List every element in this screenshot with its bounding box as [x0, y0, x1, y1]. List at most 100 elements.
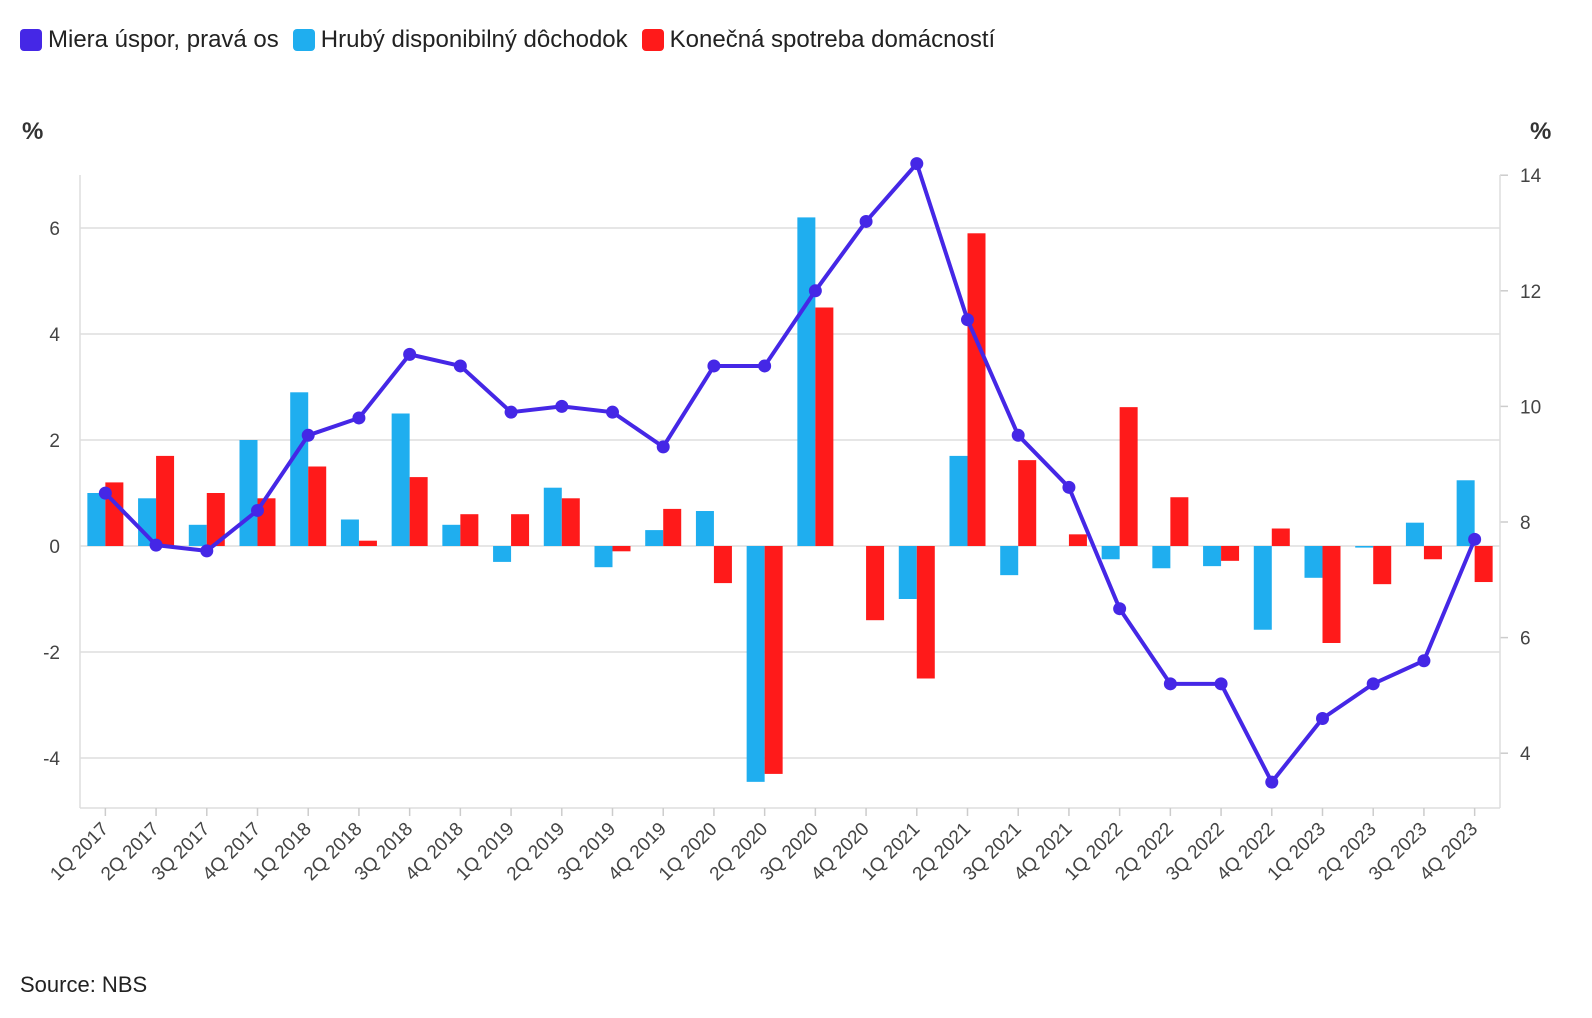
bar-disposable-income	[1253, 546, 1272, 630]
point-savings-rate	[1214, 677, 1228, 691]
bar-consumption	[206, 493, 225, 546]
legend-label-consumption: Konečná spotreba domácností	[669, 26, 996, 53]
bar-consumption	[1068, 534, 1087, 546]
point-savings-rate	[859, 214, 873, 228]
point-savings-rate	[1011, 428, 1025, 442]
bar-consumption	[815, 307, 834, 546]
bar-disposable-income	[1101, 546, 1120, 560]
bar-disposable-income	[1405, 522, 1424, 546]
bar-consumption	[713, 546, 732, 584]
bar-consumption	[1119, 407, 1138, 546]
point-savings-rate	[555, 399, 569, 413]
point-savings-rate	[1163, 677, 1177, 691]
point-savings-rate	[1265, 775, 1279, 789]
point-savings-rate	[149, 538, 163, 552]
bar-disposable-income	[340, 519, 359, 546]
bar-consumption	[1170, 497, 1189, 546]
bar-disposable-income	[493, 546, 512, 562]
point-savings-rate	[656, 440, 670, 454]
bar-disposable-income	[1152, 546, 1171, 569]
left-tick-label: 0	[49, 537, 60, 558]
bar-disposable-income	[1456, 480, 1475, 546]
bar-disposable-income	[1000, 546, 1019, 576]
bar-consumption	[967, 233, 986, 547]
right-tick-label: 8	[1520, 513, 1531, 534]
left-tick-label: 2	[49, 431, 60, 452]
bar-consumption	[916, 546, 935, 679]
bar-disposable-income	[797, 217, 816, 546]
right-tick-label: 12	[1520, 282, 1541, 303]
right-tick-label: 4	[1520, 744, 1531, 765]
point-savings-rate	[1316, 712, 1329, 726]
left-axis-unit: %	[22, 118, 44, 145]
point-savings-rate	[1113, 602, 1127, 616]
bar-consumption	[1423, 546, 1442, 560]
bar-disposable-income	[391, 413, 410, 546]
legend-swatch-consumption	[641, 29, 664, 51]
point-savings-rate	[707, 359, 721, 373]
legend-item-savings-rate[interactable]: Miera úspor, pravá os	[20, 26, 279, 54]
right-tick-label: 14	[1520, 166, 1542, 187]
bar-consumption	[1271, 528, 1290, 546]
bar-disposable-income	[239, 440, 258, 546]
point-savings-rate	[504, 405, 518, 419]
legend-label-disposable-income: Hrubý disponibilný dôchodok	[320, 26, 628, 53]
legend-item-consumption[interactable]: Konečná spotreba domácností	[641, 26, 996, 54]
bar-disposable-income	[1355, 546, 1374, 548]
bar-consumption	[156, 455, 175, 546]
bar-consumption	[764, 546, 783, 774]
legend-item-disposable-income[interactable]: Hrubý disponibilný dôchodok	[292, 26, 628, 54]
line-savings-rate	[103, 161, 1477, 785]
point-savings-rate	[98, 486, 112, 500]
point-savings-rate	[606, 405, 619, 419]
legend-swatch-disposable-income	[292, 29, 315, 51]
bar-disposable-income	[594, 546, 613, 568]
bar-consumption	[663, 508, 682, 546]
bar-disposable-income	[138, 498, 157, 546]
bar-consumption	[1322, 546, 1341, 643]
bar-disposable-income	[1203, 546, 1222, 567]
source-note: Source: NBS	[20, 972, 148, 997]
bar-disposable-income	[543, 487, 562, 546]
point-savings-rate	[251, 503, 264, 517]
legend-label-savings-rate: Miera úspor, pravá os	[48, 26, 279, 53]
bar-consumption	[511, 514, 530, 546]
bar-consumption	[1373, 546, 1392, 585]
bar-consumption	[308, 466, 327, 546]
point-savings-rate	[961, 313, 974, 327]
bar-disposable-income	[645, 530, 664, 546]
bar-disposable-income	[442, 524, 461, 546]
bar-disposable-income	[898, 546, 917, 599]
bar-consumption	[561, 498, 580, 546]
point-savings-rate	[808, 284, 822, 298]
point-savings-rate	[453, 359, 467, 373]
bar-disposable-income	[695, 511, 714, 546]
point-savings-rate	[1366, 677, 1380, 691]
bar-disposable-income	[290, 392, 309, 546]
point-savings-rate	[301, 428, 315, 442]
bar-consumption	[1474, 546, 1493, 583]
point-savings-rate	[1417, 654, 1431, 668]
bar-consumption	[358, 540, 377, 546]
right-tick-label: 10	[1520, 397, 1541, 418]
point-savings-rate	[758, 359, 772, 373]
left-tick-label: -2	[43, 643, 60, 664]
bar-disposable-income	[188, 524, 207, 546]
left-tick-label: 6	[49, 219, 60, 240]
bar-consumption	[612, 546, 631, 552]
legend-swatch-savings-rate	[20, 29, 42, 51]
right-tick-label: 6	[1520, 629, 1531, 650]
left-tick-label: 4	[49, 325, 60, 346]
bar-disposable-income	[1304, 546, 1323, 578]
bar-consumption	[460, 514, 479, 546]
point-savings-rate	[1062, 480, 1076, 494]
right-axis-unit: %	[1530, 118, 1552, 145]
bar-consumption	[1018, 460, 1037, 546]
left-tick-label: -4	[43, 749, 60, 770]
bar-disposable-income	[746, 546, 765, 782]
bar-disposable-income	[87, 493, 106, 546]
bar-consumption	[1221, 546, 1240, 561]
bar-consumption	[409, 477, 428, 546]
legend: Miera úspor, pravá os Hrubý disponibilný…	[20, 26, 995, 54]
